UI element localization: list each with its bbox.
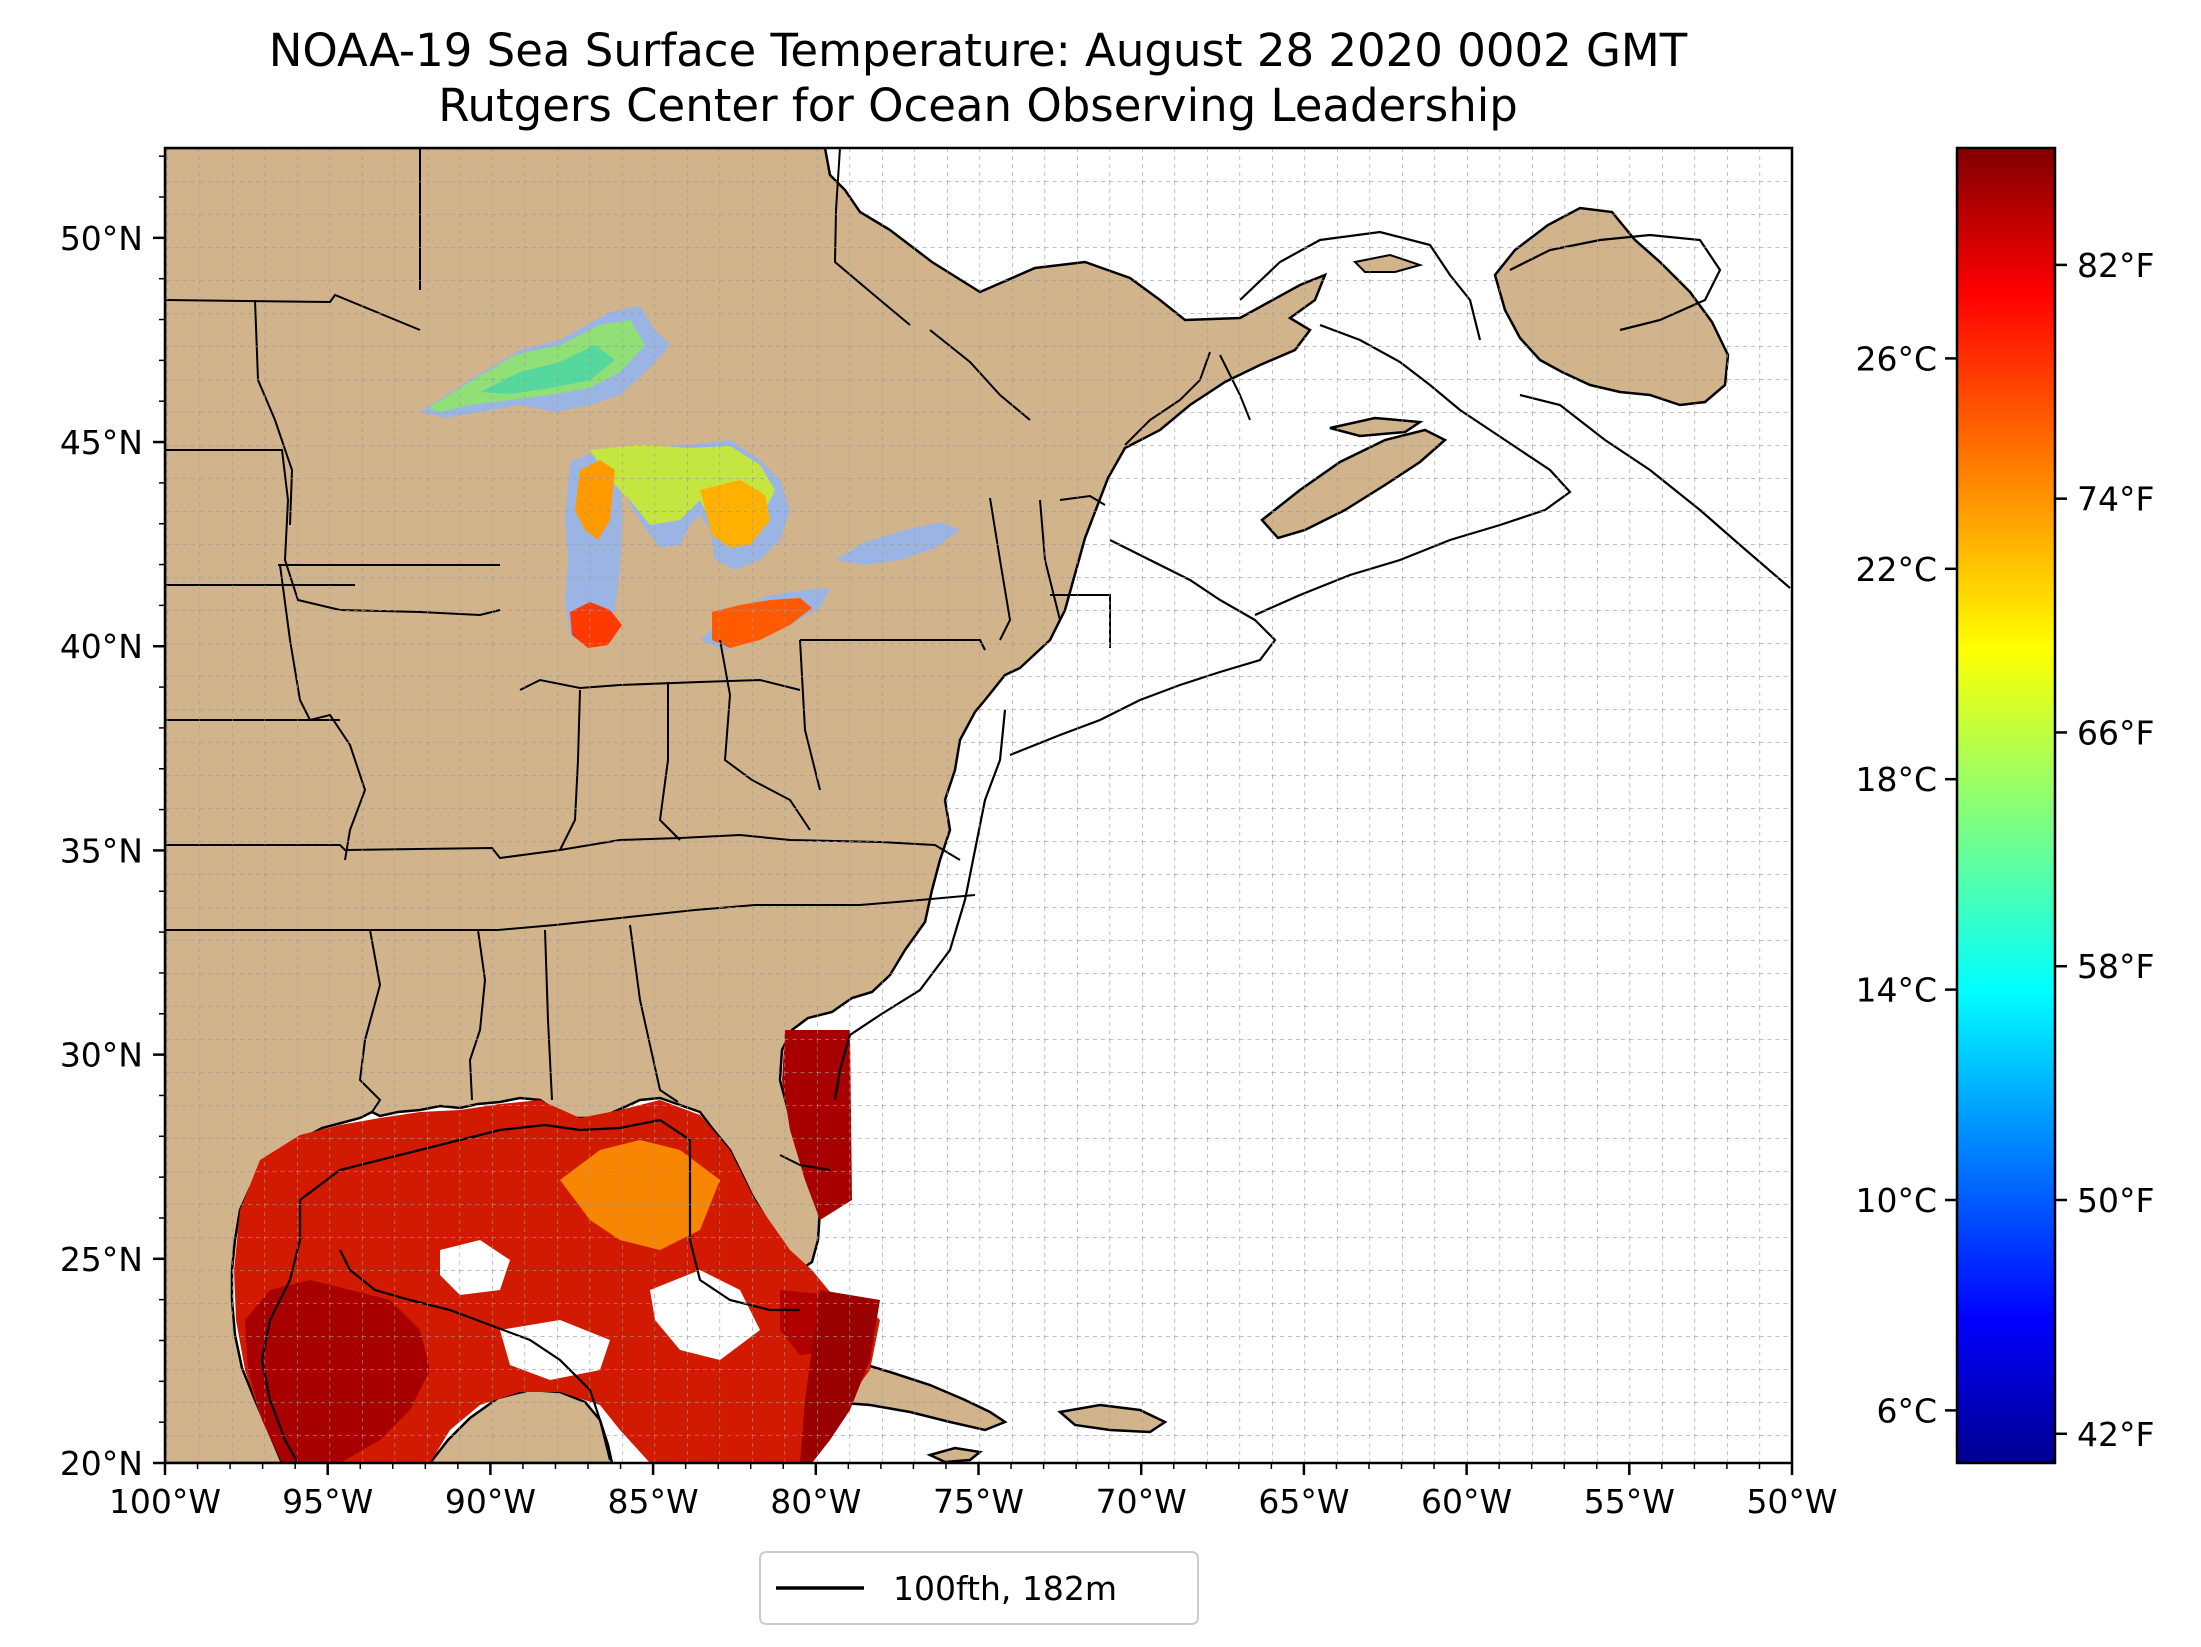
x-tick-label: 95°W [282,1482,373,1521]
colorbar-celsius-label: 10°C [1855,1181,1937,1220]
y-tick-label: 45°N [60,423,143,462]
y-axis: 20°N 25°N 30°N 35°N 40°N 45°N 50°N [60,155,165,1483]
colorbar-fahrenheit-label: 50°F [2077,1181,2154,1220]
colorbar-celsius-label: 22°C [1855,550,1937,589]
y-tick-label: 20°N [60,1444,143,1483]
legend-box [759,1551,1199,1625]
colorbar-celsius-label: 14°C [1855,971,1937,1010]
colorbar-fahrenheit-label: 58°F [2077,947,2154,986]
y-tick-label: 35°N [60,831,143,870]
y-tick-label: 25°N [60,1240,143,1279]
legend-entry-label: 100fth, 182m [893,1569,1117,1608]
x-tick-label: 65°W [1258,1482,1349,1521]
colorbar-fahrenheit-label: 66°F [2077,713,2154,752]
colorbar-fahrenheit-label: 82°F [2077,246,2154,285]
x-tick-label: 60°W [1421,1482,1512,1521]
x-tick-label: 80°W [770,1482,861,1521]
map-panel [165,148,1792,1463]
colorbar-fahrenheit-label: 42°F [2077,1415,2154,1454]
x-tick-label: 70°W [1096,1482,1187,1521]
x-tick-label: 85°W [608,1482,699,1521]
colorbar-fahrenheit-ticks: 42°F 50°F 58°F 66°F 74°F 82°F [2055,246,2154,1454]
x-tick-label: 100°W [109,1482,221,1521]
colorbar-celsius-label: 18°C [1855,760,1937,799]
colorbar-celsius-label: 6°C [1876,1391,1937,1430]
x-axis: 100°W 95°W 90°W 85°W 80°W 75°W 70°W 65°W 60°W 55°… [109,1463,1838,1521]
map-gridlines [165,148,1792,1463]
colorbar-fahrenheit-label: 74°F [2077,480,2154,519]
x-tick-label: 55°W [1584,1482,1675,1521]
legend: 100fth, 182m [759,1551,1199,1625]
chart-title-line2: Rutgers Center for Ocean Observing Leade… [438,79,1518,132]
chart-title-line1: NOAA-19 Sea Surface Temperature: August … [269,24,1688,77]
x-tick-label: 90°W [445,1482,536,1521]
y-tick-label: 30°N [60,1036,143,1075]
x-tick-label: 75°W [933,1482,1024,1521]
colorbar-celsius-label: 26°C [1855,339,1937,378]
colorbar-celsius-ticks: 6°C 10°C 14°C 18°C 22°C 26°C [1855,339,1957,1430]
colorbar-gradient [1955,146,2057,1465]
colorbar: 6°C 10°C 14°C 18°C 22°C 26°C 42°F 50°F 58°F 66°F… [1855,146,2154,1465]
y-tick-label: 40°N [60,627,143,666]
x-tick-label: 50°W [1746,1482,1837,1521]
y-tick-label: 50°N [60,219,143,258]
